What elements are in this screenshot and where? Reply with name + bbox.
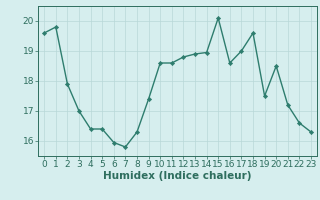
X-axis label: Humidex (Indice chaleur): Humidex (Indice chaleur)	[103, 171, 252, 181]
